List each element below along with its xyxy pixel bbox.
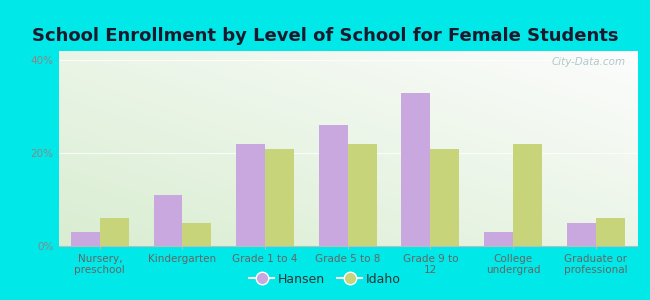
Bar bbox=[567, 223, 595, 246]
Bar bbox=[513, 144, 542, 246]
Bar bbox=[595, 218, 625, 246]
Bar bbox=[348, 144, 377, 246]
Bar bbox=[430, 148, 460, 246]
Bar bbox=[318, 125, 348, 246]
Bar bbox=[71, 232, 100, 246]
Bar bbox=[236, 144, 265, 246]
Text: City-Data.com: City-Data.com bbox=[551, 57, 625, 67]
Bar bbox=[153, 195, 183, 246]
Text: School Enrollment by Level of School for Female Students: School Enrollment by Level of School for… bbox=[32, 27, 618, 45]
Bar bbox=[484, 232, 513, 246]
Bar bbox=[100, 218, 129, 246]
Bar bbox=[402, 93, 430, 246]
Bar bbox=[183, 223, 211, 246]
Bar bbox=[265, 148, 294, 246]
Legend: Hansen, Idaho: Hansen, Idaho bbox=[244, 268, 406, 291]
